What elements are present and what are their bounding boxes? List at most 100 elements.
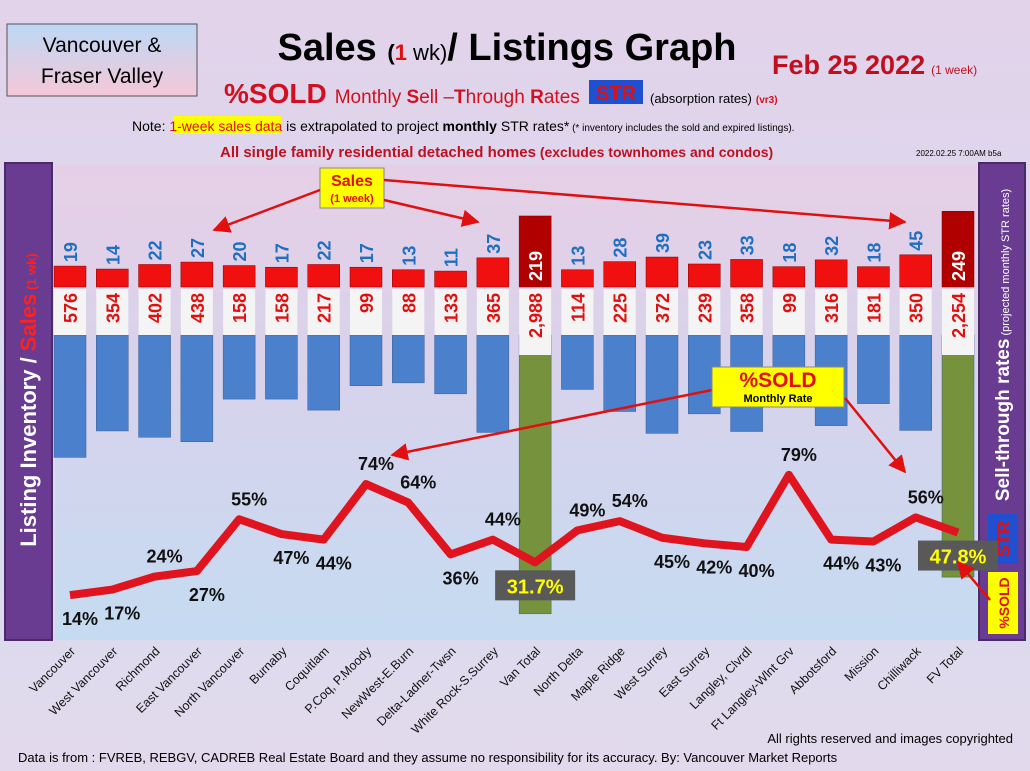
listing-label-box [646, 289, 678, 335]
arrow [956, 560, 991, 601]
sold-label: 54% [612, 491, 648, 511]
listing-label: 358 [738, 293, 758, 323]
annotation-text: Monthly Rate [743, 393, 812, 405]
left-panel [4, 162, 53, 641]
listing-label-box [730, 289, 763, 335]
listing-label: 114 [568, 293, 588, 322]
listing-label: 158 [272, 293, 292, 323]
title-part: / Listings Graph [447, 27, 736, 69]
listing-bar [476, 334, 510, 433]
sold-label: 27% [189, 585, 225, 605]
sales-label: 45 [907, 231, 927, 251]
sold-label: 36% [443, 568, 479, 588]
listing-label-box [96, 289, 129, 335]
listing-label-box [54, 289, 86, 335]
sold-label: 42% [696, 557, 732, 577]
sold-label: 74% [358, 454, 394, 474]
sold-label-box [495, 570, 576, 601]
right-axis-part: Sell-through rates [993, 339, 1014, 502]
subtitle-part: ates [544, 87, 580, 108]
note-part: is extrapolated to project [282, 118, 442, 134]
sales-label: 11 [442, 248, 462, 267]
listing-label: 350 [907, 293, 927, 323]
date: Feb 25 2022 (1 week) [772, 50, 977, 80]
sales-label: 23 [695, 240, 715, 260]
annotation-text: (1 week) [330, 193, 374, 205]
sales-label: 28 [611, 238, 631, 258]
listing-label-box [223, 289, 256, 335]
listing-bar [138, 334, 171, 438]
title-part: 1 [395, 40, 407, 65]
sales-label: 22 [146, 240, 166, 260]
sold-label: 79% [781, 445, 817, 465]
date-note: (1 week) [931, 63, 977, 77]
sales-bar [349, 266, 383, 288]
left-axis-part: (1 wk) [24, 253, 39, 293]
arrow [383, 198, 480, 227]
note-part: 1-week sales data [169, 118, 282, 134]
timestamp: 2022.02.25 7:00AM b5a [916, 149, 1002, 158]
sales-annotation: Sales (1 week) [212, 167, 907, 233]
sold-label: 49% [569, 500, 605, 520]
sales-bar [138, 264, 171, 288]
listing-label-box [265, 289, 298, 335]
listing-bar [561, 334, 594, 390]
left-axis-part: Listing Inventory / [16, 351, 41, 547]
note-part: (* inventory includes the sold and expir… [569, 123, 794, 134]
source: Data is from : FVREB, REBGV, CADREB Real… [18, 750, 838, 765]
listing-label: 239 [695, 293, 715, 323]
listing-bar [518, 334, 552, 615]
listing-bar [265, 334, 298, 400]
listing-label-box [434, 289, 467, 335]
sales-bar [518, 215, 552, 288]
listing-label: 372 [653, 293, 673, 323]
arrow [212, 188, 321, 233]
listing-label-box [307, 289, 340, 335]
sales-bar [476, 257, 510, 288]
listing-label-box [519, 289, 552, 355]
annotation-text: %SOLD [739, 369, 816, 392]
note: Note: 1-week sales data is extrapolated … [132, 118, 794, 134]
subtitle-part: (absorption rates) [650, 91, 752, 106]
listing-label: 365 [484, 293, 504, 323]
listing-label-box [857, 289, 890, 335]
sold-label: 64% [400, 473, 436, 493]
subtitle-part: Monthly [335, 87, 407, 108]
listing-bar [645, 334, 679, 434]
sales-bar [688, 263, 721, 288]
listing-label-box [180, 289, 213, 335]
subtitle-part: (vr3) [756, 95, 778, 106]
title-part: Sales [277, 27, 387, 69]
sales-bar [814, 259, 848, 288]
subtitle-note: (absorption rates) (vr3) [650, 91, 778, 106]
arrow [390, 388, 713, 461]
listing-label-box [688, 289, 721, 335]
right-axis-label: Sell-through rates (projected monthly ST… [993, 189, 1014, 501]
listing-label-box [138, 289, 171, 335]
listing-bar [434, 334, 467, 395]
sales-bar [434, 270, 467, 288]
sold-label: 31.7% [507, 576, 564, 598]
listing-bar [180, 334, 214, 442]
date-text: Feb 25 2022 [772, 50, 925, 80]
left-axis-part: Sales [16, 294, 41, 352]
listing-label-box [350, 289, 382, 335]
sold-label: 56% [908, 487, 944, 507]
sold-label: 44% [316, 554, 352, 574]
str-badge-text: STR [994, 521, 1014, 557]
annotation-box [319, 167, 385, 209]
listing-bar [941, 334, 975, 578]
sales-label: 249 [949, 251, 969, 281]
listing-label: 88 [399, 293, 419, 313]
sold-label: 47.8% [930, 547, 987, 569]
sold-label: 44% [823, 554, 859, 574]
sales-label: 14 [103, 245, 123, 265]
title: Sales (1 wk)/ Listings Graph [277, 27, 736, 69]
listing-label: 181 [864, 293, 884, 323]
sales-label: 37 [484, 234, 504, 254]
subtitle: %SOLD Monthly Sell –Through Rates [224, 78, 580, 109]
listing-label: 99 [780, 293, 800, 313]
sold-badge [988, 572, 1018, 634]
listing-label: 225 [611, 293, 631, 323]
